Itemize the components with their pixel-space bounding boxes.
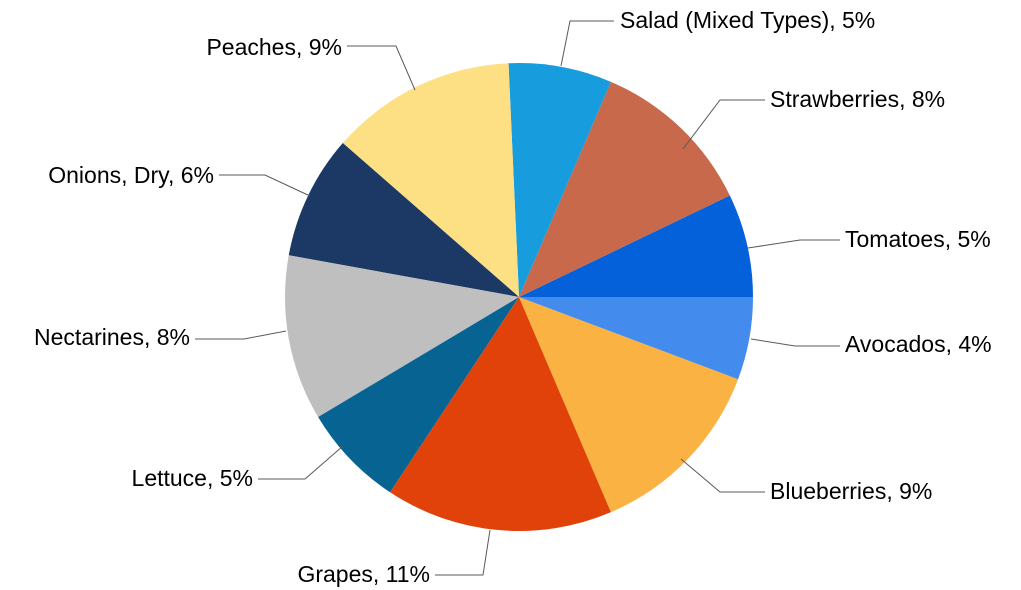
- pie-slice-strawberries: [519, 81, 730, 297]
- leader-line: [258, 445, 344, 480]
- leader-line: [435, 529, 491, 576]
- pie-slice-blueberries: [519, 297, 739, 513]
- slice-label: Salad (Mixed Types), 5%: [620, 7, 875, 33]
- leader-line: [680, 458, 765, 493]
- pie-slice-lettuce: [318, 297, 519, 493]
- slice-label: Blueberries, 9%: [770, 478, 932, 504]
- leader-line: [347, 45, 416, 91]
- pie-slice-grapes: [390, 297, 611, 532]
- leader-line: [219, 174, 311, 197]
- leader-line: [750, 338, 840, 347]
- slice-label: Strawberries, 8%: [770, 86, 945, 112]
- slice-label: Onions, Dry, 6%: [48, 162, 214, 188]
- pie-slices: [284, 63, 753, 532]
- slice-label: Tomatoes, 5%: [845, 226, 991, 252]
- slice-label: Grapes, 11%: [297, 561, 430, 587]
- pie-slice-salad-mixed-types: [508, 63, 611, 297]
- pie-slice-avocados: [519, 297, 753, 380]
- leader-line: [682, 99, 765, 150]
- pie-slice-onions-dry: [288, 143, 519, 297]
- leader-line: [747, 239, 840, 249]
- leader-line: [560, 20, 614, 67]
- pie-slice-nectarines: [284, 255, 519, 418]
- slice-labels: Tomatoes, 5% Strawberries, 8% Salad (Mixed…: [34, 7, 992, 587]
- slice-label: Peaches, 9%: [206, 34, 342, 60]
- slice-label: Nectarines, 8%: [34, 324, 190, 350]
- pie-slice-tomatoes: [519, 195, 753, 297]
- slice-label: Lettuce, 5%: [132, 465, 253, 491]
- leader-line: [195, 330, 287, 340]
- slice-label: Avocados, 4%: [845, 331, 992, 357]
- pie-slice-peaches: [342, 63, 519, 297]
- leader-lines: [195, 20, 840, 576]
